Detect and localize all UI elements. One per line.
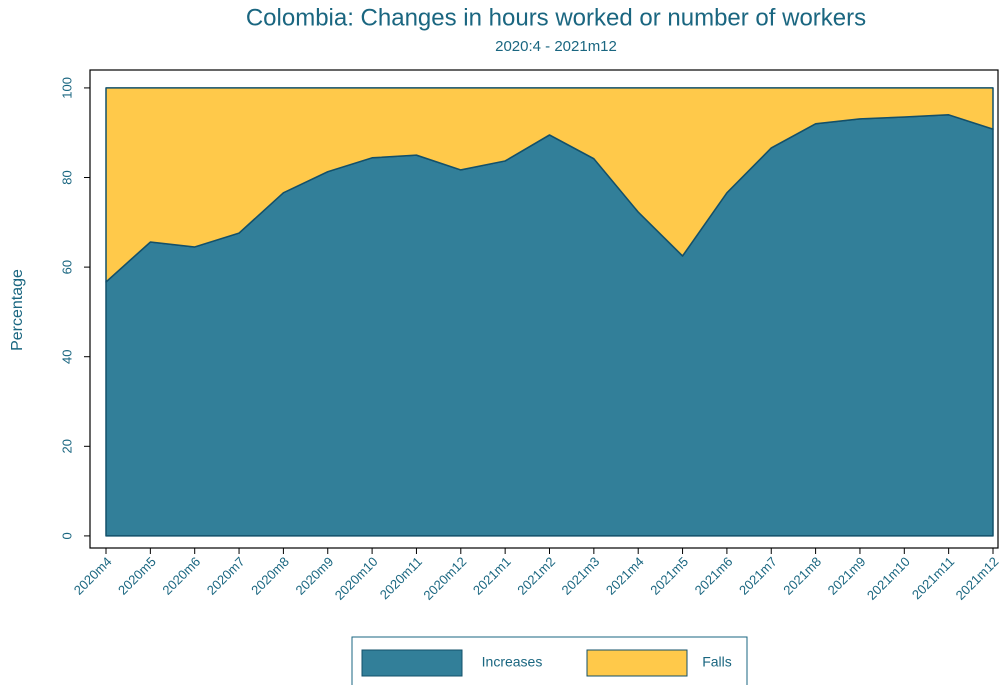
x-tick-label: 2020m10 bbox=[332, 554, 381, 603]
x-tick-label: 2021m3 bbox=[559, 554, 603, 598]
legend: Increases Falls bbox=[361, 649, 732, 677]
x-tick-label: 2021m2 bbox=[514, 554, 558, 598]
x-tick-label: 2020m6 bbox=[159, 554, 203, 598]
x-tick-label: 2021m10 bbox=[864, 554, 913, 603]
x-tick-label: 2020m12 bbox=[420, 554, 469, 603]
x-tick-label: 2020m5 bbox=[115, 554, 159, 598]
chart-title: Colombia: Changes in hours worked or num… bbox=[246, 4, 866, 31]
plot-frame bbox=[89, 69, 999, 549]
x-tick-label: 2021m6 bbox=[692, 554, 736, 598]
x-tick-label: 2020m4 bbox=[71, 554, 115, 598]
x-tick-label: 2021m11 bbox=[909, 554, 957, 602]
x-tick-label: 2020m8 bbox=[248, 554, 292, 598]
x-tick-label: 2021m9 bbox=[825, 554, 869, 598]
x-tick-label: 2020m9 bbox=[292, 554, 336, 598]
legend-label: Falls bbox=[702, 654, 732, 670]
x-tick-label: 2021m5 bbox=[647, 554, 691, 598]
x-tick-label: 2021m12 bbox=[953, 554, 1000, 603]
legend-swatch bbox=[586, 649, 688, 677]
x-tick-label: 2021m7 bbox=[736, 554, 780, 598]
x-tick-label: 2020m11 bbox=[377, 554, 425, 602]
y-tick-label: 0 bbox=[59, 532, 74, 539]
x-tick-label: 2020m7 bbox=[204, 554, 248, 598]
y-tick-label: 20 bbox=[59, 439, 74, 453]
legend-label: Increases bbox=[482, 654, 543, 670]
chart-subtitle: 2020:4 - 2021m12 bbox=[495, 38, 617, 55]
y-tick-label: 100 bbox=[59, 77, 74, 99]
x-tick-label: 2021m1 bbox=[470, 554, 514, 598]
y-tick-label: 60 bbox=[59, 260, 74, 274]
y-tick-label: 80 bbox=[59, 170, 74, 184]
y-axis-label: Percentage bbox=[9, 269, 26, 351]
legend-swatch bbox=[361, 649, 463, 677]
x-tick-label: 2021m8 bbox=[780, 554, 824, 598]
area bbox=[105, 87, 994, 283]
y-tick-label: 40 bbox=[59, 349, 74, 363]
x-tick-label: 2021m4 bbox=[603, 554, 647, 598]
plot-area bbox=[105, 87, 994, 537]
